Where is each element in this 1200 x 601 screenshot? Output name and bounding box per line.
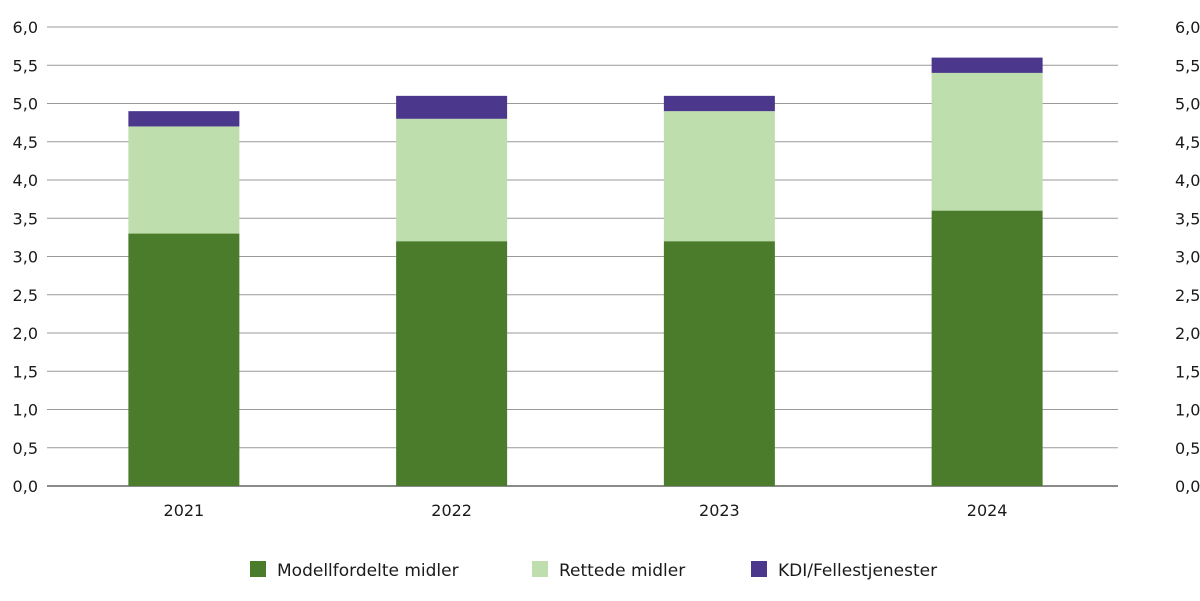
y-tick-label-right: 2,0: [1175, 324, 1200, 343]
y-tick-label-right: 2,5: [1175, 286, 1200, 305]
x-tick-label: 2022: [431, 501, 472, 520]
y-tick-label-right: 6,0: [1175, 18, 1200, 37]
bar-segment-rettede-midler-2022: [396, 118, 508, 242]
legend-swatch: [250, 561, 266, 577]
y-tick-label-left: 3,5: [13, 209, 38, 228]
legend-swatch: [751, 561, 767, 577]
bar-segment-modellfordelte-midler-2023: [663, 241, 775, 486]
y-tick-label-right: 3,0: [1175, 248, 1200, 267]
x-tick-label: 2021: [164, 501, 205, 520]
y-tick-label-left: 1,5: [13, 362, 38, 381]
bar-segment-kdi-fellestjenester-2022: [396, 95, 508, 119]
bar-segment-modellfordelte-midler-2024: [931, 210, 1043, 486]
y-tick-label-left: 0,5: [13, 439, 38, 458]
y-tick-label-right: 5,5: [1175, 56, 1200, 75]
x-tick-label: 2024: [967, 501, 1008, 520]
y-tick-label-right: 1,0: [1175, 401, 1200, 420]
bars: [128, 57, 1043, 486]
y-tick-label-right: 0,5: [1175, 439, 1200, 458]
legend-label: Rettede midler: [559, 561, 685, 581]
y-tick-label-right: 4,5: [1175, 133, 1200, 152]
y-tick-label-right: 5,0: [1175, 95, 1200, 114]
bar-segment-kdi-fellestjenester-2024: [931, 57, 1043, 73]
y-tick-label-left: 4,0: [13, 171, 38, 190]
legend: Modellfordelte midler Rettede midler KDI/F…: [250, 561, 937, 581]
bar-segment-kdi-fellestjenester-2023: [663, 95, 775, 112]
y-axis-left: 0,0 0,5 1,0 1,5 2,0 2,5 3,0 3,5 4,0 4,5 5,0 5,5 6,0: [13, 18, 38, 496]
y-tick-label-left: 5,5: [13, 56, 38, 75]
bar-segment-modellfordelte-midler-2022: [396, 241, 508, 486]
x-axis: 2021 2022 2023 2024: [164, 501, 1008, 520]
x-tick-label: 2023: [699, 501, 740, 520]
y-tick-label-left: 4,5: [13, 133, 38, 152]
y-tick-label-right: 3,5: [1175, 209, 1200, 228]
y-tick-label-left: 5,0: [13, 95, 38, 114]
bar-segment-rettede-midler-2024: [931, 72, 1043, 211]
bar-segment-modellfordelte-midler-2021: [128, 233, 240, 486]
y-tick-label-left: 6,0: [13, 18, 38, 37]
y-tick-label-right: 0,0: [1175, 477, 1200, 496]
y-tick-label-right: 1,5: [1175, 362, 1200, 381]
y-tick-label-left: 0,0: [13, 477, 38, 496]
y-tick-label-left: 3,0: [13, 248, 38, 267]
y-tick-label-left: 2,5: [13, 286, 38, 305]
bar-segment-rettede-midler-2023: [663, 111, 775, 242]
legend-swatch: [532, 561, 548, 577]
legend-label: KDI/Fellestjenester: [778, 561, 937, 581]
y-tick-label-left: 1,0: [13, 401, 38, 420]
bar-segment-rettede-midler-2021: [128, 126, 240, 234]
y-tick-label-right: 4,0: [1175, 171, 1200, 190]
bar-segment-kdi-fellestjenester-2021: [128, 111, 240, 127]
y-axis-right: 0,0 0,5 1,0 1,5 2,0 2,5 3,0 3,5 4,0 4,5 5,0 5,5 6,0: [1175, 18, 1200, 496]
legend-label: Modellfordelte midler: [277, 561, 459, 581]
y-tick-label-left: 2,0: [13, 324, 38, 343]
